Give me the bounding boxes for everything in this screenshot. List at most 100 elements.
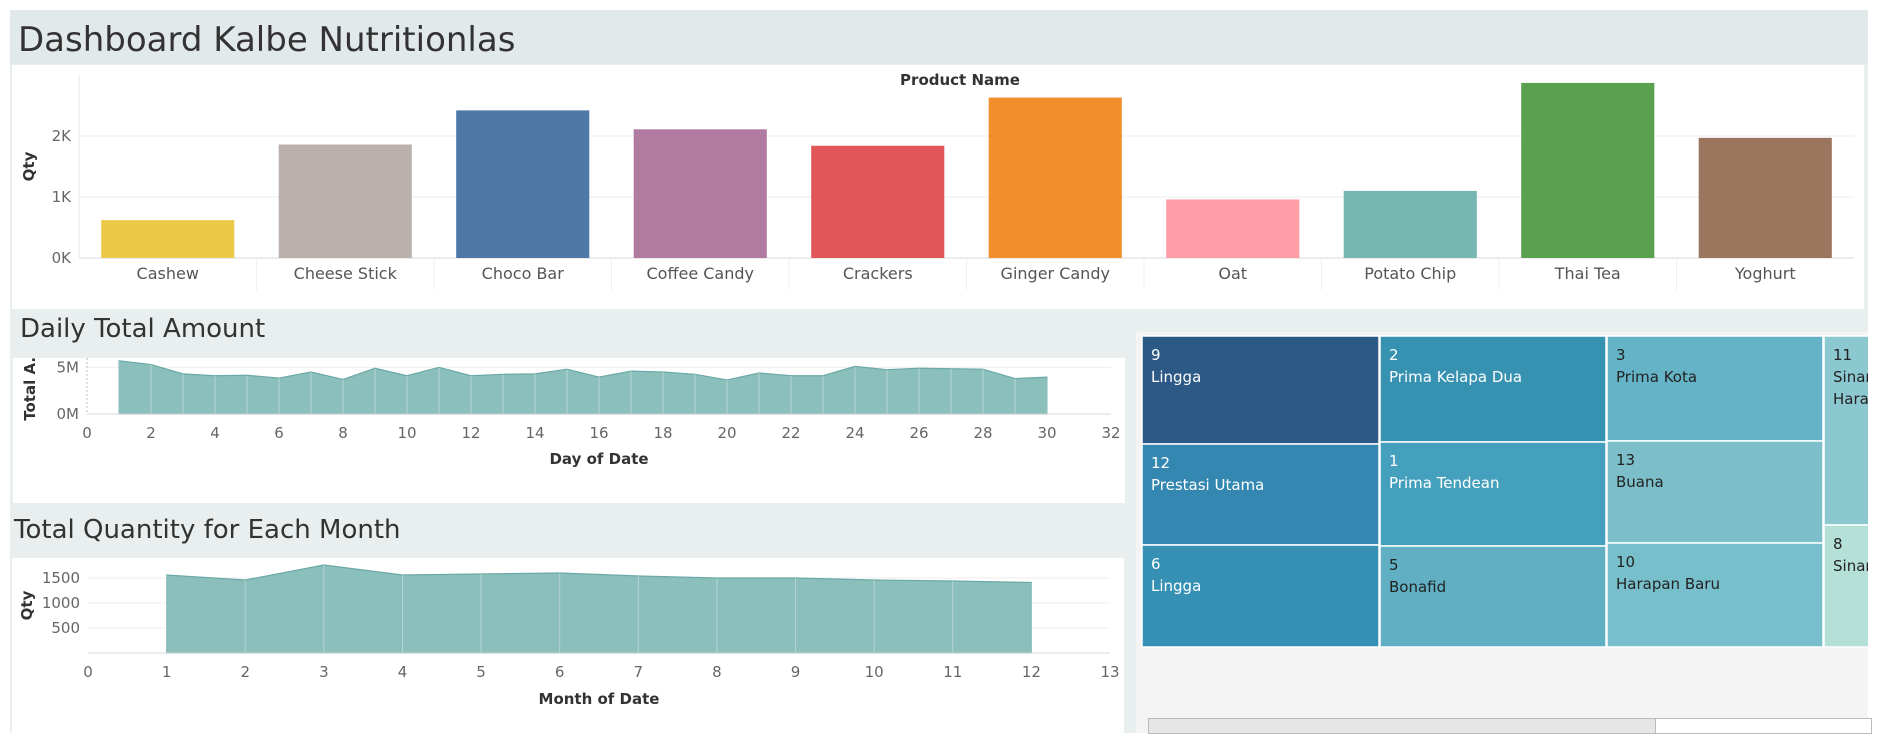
treemap-tile-name: Prima Kota xyxy=(1616,368,1697,386)
monthly-x-tick-label: 8 xyxy=(712,663,722,681)
scrollbar-thumb[interactable] xyxy=(1149,719,1656,733)
treemap-tile xyxy=(1379,335,1607,443)
bar-crackers xyxy=(811,145,945,258)
treemap-tile-number: 11 xyxy=(1833,346,1852,364)
bar-y-tick-label: 0K xyxy=(52,249,73,267)
treemap-tile-name: Sinar xyxy=(1833,557,1868,575)
monthly-x-tick-label: 6 xyxy=(555,663,565,681)
treemap-tile xyxy=(1141,544,1380,648)
bar-category-label: Thai Tea xyxy=(1554,264,1621,283)
daily-chart-title: Daily Total Amount xyxy=(20,314,266,344)
daily-y-axis-title: Total A.. xyxy=(21,358,39,421)
daily-x-tick-label: 28 xyxy=(973,424,992,442)
bar-y-axis-title: Qty xyxy=(20,151,38,181)
bar-category-label: Coffee Candy xyxy=(647,264,755,283)
daily-x-tick-label: 26 xyxy=(909,424,928,442)
bar-category-label: Potato Chip xyxy=(1364,264,1456,283)
monthly-x-tick-label: 1 xyxy=(162,663,172,681)
daily-x-tick-label: 14 xyxy=(525,424,544,442)
treemap-tile-number: 8 xyxy=(1833,535,1843,553)
treemap-tile xyxy=(1606,542,1824,648)
bar-thai-tea xyxy=(1521,82,1655,259)
monthly-x-tick-label: 0 xyxy=(83,663,93,681)
bar-cashew xyxy=(101,220,235,258)
treemap-tile-name: Harapan Baru xyxy=(1616,575,1720,593)
monthly-x-tick-label: 3 xyxy=(319,663,329,681)
treemap-tile-number: 9 xyxy=(1151,346,1161,364)
daily-x-axis-title: Day of Date xyxy=(549,450,648,468)
bar-cheese-stick xyxy=(278,144,412,258)
monthly-x-tick-label: 12 xyxy=(1022,663,1041,681)
treemap-tile xyxy=(1141,443,1380,546)
treemap-tile-name: Lingga xyxy=(1151,368,1201,386)
daily-x-tick-label: 0 xyxy=(82,424,92,442)
bar-choco-bar xyxy=(456,110,590,258)
daily-panel: 0M 5M 0 2 4 6 8 10 12 14 16 18 20 22 24 26 28 30 32 Day of … xyxy=(13,351,1125,503)
bar-oat xyxy=(1166,199,1300,258)
treemap-tile xyxy=(1379,545,1607,648)
treemap-tile-number: 12 xyxy=(1151,454,1170,472)
treemap-tile-number: 5 xyxy=(1389,556,1399,574)
bar-category-label: Cheese Stick xyxy=(294,264,398,283)
treemap-tile-name: Bonafid xyxy=(1389,578,1446,596)
treemap-tile xyxy=(1606,440,1824,544)
monthly-x-tick-label: 13 xyxy=(1100,663,1119,681)
daily-y-tick-label: 5M xyxy=(57,358,80,376)
daily-x-tick-label: 16 xyxy=(589,424,608,442)
bar-category-label: Choco Bar xyxy=(482,264,565,283)
horizontal-scrollbar[interactable] xyxy=(1148,718,1872,734)
bar-potato-chip xyxy=(1343,190,1477,258)
title-bar: Dashboard Kalbe Nutritionlas xyxy=(10,10,1868,64)
treemap-tile-number: 1 xyxy=(1389,452,1399,470)
daily-x-tick-label: 4 xyxy=(210,424,220,442)
treemap-tile-name: Prima Kelapa Dua xyxy=(1389,368,1522,386)
treemap-tile-name: Prestasi Utama xyxy=(1151,476,1264,494)
monthly-x-tick-label: 2 xyxy=(240,663,250,681)
monthly-y-tick-label: 500 xyxy=(51,619,80,637)
treemap-tile-number: 6 xyxy=(1151,555,1161,573)
monthly-x-axis-title: Month of Date xyxy=(539,690,660,708)
daily-x-tick-label: 2 xyxy=(146,424,156,442)
monthly-y-axis-title: Qty xyxy=(18,590,36,620)
dashboard-title: Dashboard Kalbe Nutritionlas xyxy=(18,20,516,60)
daily-x-tick-label: 6 xyxy=(274,424,284,442)
bar-yoghurt xyxy=(1698,137,1832,258)
treemap-tile-name: Sinar xyxy=(1833,368,1868,386)
treemap-tile-name: Lingga xyxy=(1151,577,1201,595)
bar-category-label: Cashew xyxy=(137,264,199,283)
treemap-tile-name: Buana xyxy=(1616,473,1664,491)
daily-x-tick-label: 18 xyxy=(653,424,672,442)
monthly-x-tick-label: 5 xyxy=(476,663,486,681)
daily-x-tick-label: 12 xyxy=(461,424,480,442)
treemap-tile xyxy=(1141,335,1380,445)
monthly-panel: 500 1000 1500 0 1 2 3 4 5 6 7 8 9 10 11 12 13 Month of Da… xyxy=(12,558,1124,733)
treemap-panel: 9 Lingga 12 Prestasi Utama 6 Lingga 2 Prima Kel… xyxy=(1136,332,1880,734)
monthly-area xyxy=(166,564,1032,654)
daily-x-tick-label: 22 xyxy=(781,424,800,442)
monthly-y-tick-label: 1000 xyxy=(42,594,80,612)
bar-ginger-candy xyxy=(988,97,1122,258)
treemap-tile xyxy=(1823,524,1875,648)
daily-x-tick-label: 32 xyxy=(1101,424,1120,442)
treemap-tile xyxy=(1606,335,1824,442)
treemap-tile xyxy=(1823,335,1875,526)
bar-y-tick-label: 1K xyxy=(52,188,73,206)
bar-category-label: Yoghurt xyxy=(1734,264,1796,283)
daily-y-tick-label: 0M xyxy=(57,405,80,423)
bar-category-label: Oat xyxy=(1218,264,1247,283)
bar-chart-title: Product Name xyxy=(900,71,1020,89)
treemap-tile-number: 10 xyxy=(1616,553,1635,571)
treemap-tile-number: 3 xyxy=(1616,346,1626,364)
product-qty-panel: Product Name 0K 1K 2K Qty Cashew Cheese Stick C… xyxy=(12,65,1864,309)
daily-x-tick-label: 8 xyxy=(338,424,348,442)
bar-y-tick-label: 2K xyxy=(52,127,73,145)
product-qty-chart: Product Name 0K 1K 2K Qty Cashew Cheese Stick C… xyxy=(20,71,1854,290)
daily-area xyxy=(118,360,1048,415)
monthly-x-tick-label: 10 xyxy=(865,663,884,681)
daily-x-tick-label: 10 xyxy=(397,424,416,442)
monthly-x-tick-label: 4 xyxy=(398,663,408,681)
treemap-tile-name: Prima Tendean xyxy=(1389,474,1500,492)
daily-x-tick-label: 24 xyxy=(845,424,864,442)
